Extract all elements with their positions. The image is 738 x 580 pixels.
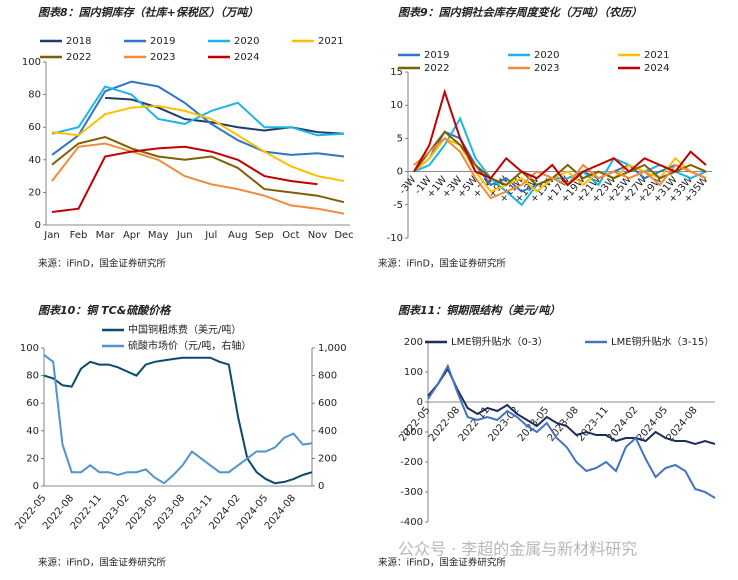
y-tick-label: 0: [33, 481, 39, 492]
y-tick-label: 80: [28, 90, 41, 101]
y-tick-label: -400: [400, 517, 423, 528]
legend-label: 2020: [534, 50, 559, 61]
x-tick-label: Feb: [70, 230, 88, 241]
legend-label: 2024: [644, 63, 669, 74]
y-tick-label: -5: [393, 200, 403, 211]
y-tick-label: 10: [390, 100, 403, 111]
y-tick-label: -300: [400, 487, 423, 498]
y-tick-label: 200: [404, 337, 423, 348]
x-tick-label: Sep: [255, 230, 274, 241]
legend-label: 2018: [66, 36, 91, 47]
series-line: [427, 363, 716, 499]
y2-tick-label: 200: [318, 453, 337, 464]
legend-label: 2021: [644, 50, 669, 61]
series-line: [427, 366, 716, 446]
legend-label: 2023: [150, 52, 175, 63]
y-tick-label: -10: [387, 233, 403, 244]
y-tick-label: 60: [26, 398, 39, 409]
y2-tick-label: 800: [318, 371, 337, 382]
series-line: [51, 142, 345, 215]
legend-label: 2022: [66, 52, 91, 63]
y-tick-label: 80: [26, 371, 39, 382]
legend-label: 2019: [424, 50, 449, 61]
y-tick-label: 40: [26, 426, 39, 437]
x-tick-label: May: [148, 230, 169, 241]
y-tick-label: 15: [390, 67, 403, 78]
legend-label: 2019: [150, 36, 175, 47]
series-line: [51, 145, 318, 213]
y-tick-label: 100: [20, 343, 39, 354]
legend-label: 2022: [424, 63, 449, 74]
series-line: [413, 130, 707, 187]
y2-tick-label: 1,000: [318, 343, 347, 354]
series-line: [51, 135, 345, 204]
legend-label: 2023: [534, 63, 559, 74]
chart-title: 图表11：铜期限结构（美元/吨）: [398, 304, 560, 317]
x-tick-label: Aug: [228, 230, 248, 241]
x-tick-label: 2024-08: [665, 405, 700, 444]
x-tick-label: Dec: [334, 230, 353, 241]
legend-label: LME铜升贴水（3-15）: [611, 335, 714, 348]
legend-label: 中国铜粗炼费（美元/吨）: [128, 323, 241, 336]
chart-title: 图表9：国内铜社会库存周度变化（万吨）（农历）: [398, 6, 642, 19]
legend-label: 2020: [234, 36, 259, 47]
chart-title: 图表8：国内铜库存（社库+保税区）（万吨）: [38, 6, 258, 19]
y-tick-label: 5: [397, 133, 403, 144]
series-line: [413, 116, 707, 207]
y2-tick-label: 0: [318, 481, 324, 492]
y-tick-label: 0: [35, 220, 41, 231]
series-line: [413, 137, 707, 200]
source-note: 来源：iFinD，国金证券研究所: [38, 258, 166, 270]
x-tick-label: Oct: [282, 230, 299, 241]
x-tick-label: Mar: [96, 230, 116, 241]
y-tick-label: 60: [28, 122, 41, 133]
series-line: [43, 354, 313, 485]
x-tick-label: Apr: [123, 230, 141, 241]
legend-label: 2021: [318, 36, 343, 47]
legend-label: 2024: [234, 52, 259, 63]
series-line: [43, 356, 313, 485]
watermark: 公众号 · 李超的金属与新材料研究: [398, 540, 637, 559]
chart-title: 图表10：铜 TC&硫酸价格: [38, 304, 172, 317]
y-tick-label: 0: [417, 397, 423, 408]
legend-label: LME铜升贴水（0-3）: [451, 335, 548, 348]
x-tick-label: Jun: [176, 230, 193, 241]
y2-tick-label: 400: [318, 426, 337, 437]
source-note: 来源：iFinD，国金证券研究所: [378, 258, 506, 270]
series-line: [51, 104, 345, 182]
x-tick-label: Jan: [43, 230, 59, 241]
y-tick-label: 0: [397, 167, 403, 178]
x-tick-label: Jul: [204, 230, 217, 241]
legend-label: 硫酸市场价（元/吨，右轴）: [128, 339, 251, 352]
source-note: 来源：iFinD，国金证券研究所: [38, 557, 166, 569]
y-tick-label: 100: [22, 57, 41, 68]
source-note: 来源：iFinD，国金证券研究所: [378, 557, 506, 569]
y-tick-label: 40: [28, 155, 41, 166]
y-tick-label: -100: [400, 427, 423, 438]
y-tick-label: 100: [404, 367, 423, 378]
x-tick-label: Nov: [308, 230, 328, 241]
series-line: [105, 96, 345, 135]
series-line: [413, 88, 707, 187]
series-line: [51, 85, 345, 137]
y-tick-label: 20: [28, 187, 41, 198]
series-line: [51, 80, 345, 158]
y2-tick-label: 600: [318, 398, 337, 409]
y-tick-label: 20: [26, 453, 39, 464]
y-tick-label: -200: [400, 457, 423, 468]
